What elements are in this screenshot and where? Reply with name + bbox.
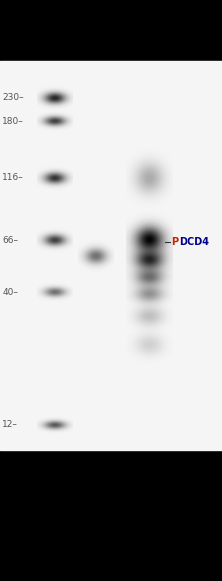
Text: 12–: 12– bbox=[2, 421, 18, 429]
Text: DCD4: DCD4 bbox=[179, 237, 209, 247]
Text: 180–: 180– bbox=[2, 117, 24, 126]
Text: 66–: 66– bbox=[2, 235, 18, 245]
Text: 40–: 40– bbox=[2, 288, 18, 297]
Text: 230–: 230– bbox=[2, 94, 24, 102]
Text: 116–: 116– bbox=[2, 173, 24, 182]
Text: P: P bbox=[171, 237, 178, 247]
